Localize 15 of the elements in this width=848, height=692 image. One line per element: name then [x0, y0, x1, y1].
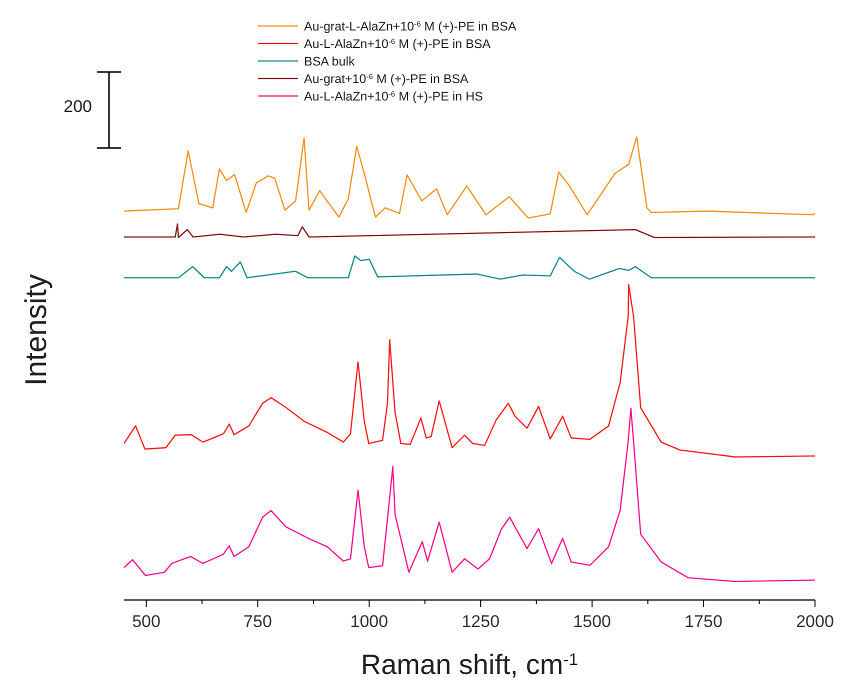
- legend-label: BSA bulk: [304, 54, 356, 68]
- legend-label: Au-grat+10$^{-6}$ M (+)-PE in BSA: [304, 72, 470, 86]
- legend-label: Au-L-AlaZn+10$^{-6}$ M (+)-PE in BSA: [304, 36, 492, 51]
- y-axis-title: Intensity: [20, 274, 53, 386]
- text: 200: [64, 97, 92, 116]
- x-tick-label: 1000: [350, 612, 388, 631]
- legend-label: Au-L-AlaZn+10$^{-6}$ M (+)-PE in HS: [304, 89, 483, 104]
- x-tick-label: 1250: [462, 612, 500, 631]
- x-tick-label: 1500: [573, 612, 612, 631]
- x-axis-title: Raman shift, cm$^{-1}$: [360, 649, 578, 680]
- x-tick-label: 1750: [684, 612, 722, 631]
- x-tick-label: 2000: [796, 612, 834, 631]
- legend-label: Au-grat-L-AlaZn+10$^{-6}$ M (+)-PE in BSA: [304, 19, 517, 34]
- x-tick-label: 750: [244, 612, 272, 631]
- x-tick-label: 500: [132, 612, 160, 631]
